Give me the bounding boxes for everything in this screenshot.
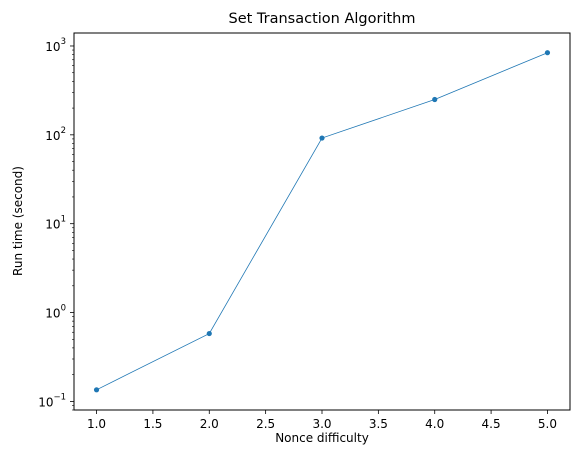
x-tick-label: 1.5 xyxy=(143,417,162,431)
y-tick-exponent: 0 xyxy=(61,304,66,314)
plot-area xyxy=(73,32,571,411)
y-minor-ticks xyxy=(72,49,74,411)
y-tick-label: 101 xyxy=(45,215,66,232)
x-tick-label: 5.0 xyxy=(538,417,557,431)
y-tick-label: 100 xyxy=(45,304,66,321)
x-tick-label: 2.0 xyxy=(200,417,219,431)
y-tick-label: 103 xyxy=(45,37,66,54)
y-tick-label: 10−1 xyxy=(38,392,66,409)
y-tick-exponent: 1 xyxy=(61,215,66,225)
chart-title: Set Transaction Algorithm xyxy=(229,11,416,27)
y-tick-exponent: −1 xyxy=(53,392,66,402)
data-point xyxy=(93,387,100,393)
data-point xyxy=(544,50,551,56)
data-point xyxy=(319,135,325,141)
x-axis-title: Nonce difficulty xyxy=(275,431,369,445)
x-tick-label: 2.5 xyxy=(256,417,275,431)
data-points xyxy=(93,50,551,393)
y-tick-base: 10 xyxy=(45,40,60,54)
series-line xyxy=(96,52,548,391)
x-axis: 1.0 1.5 2.0 2.5 3.0 3.5 4.0 4.5 5.0 xyxy=(87,410,557,431)
data-point xyxy=(432,96,438,103)
y-tick-base: 10 xyxy=(45,218,60,232)
data-point xyxy=(206,330,212,337)
x-tick-label: 3.0 xyxy=(312,417,331,431)
y-tick-base: 10 xyxy=(45,129,60,143)
y-axis-title: Run time (second) xyxy=(11,166,25,276)
x-tick-label: 4.5 xyxy=(482,417,501,431)
x-tick-label: 1.0 xyxy=(87,417,106,431)
y-tick-base: 10 xyxy=(45,307,60,321)
x-tick-label: 3.5 xyxy=(369,417,388,431)
y-tick-exponent: 2 xyxy=(61,126,66,136)
y-tick-label: 102 xyxy=(45,126,66,143)
x-tick-label: 4.0 xyxy=(425,417,444,431)
y-tick-base: 10 xyxy=(38,395,53,409)
y-tick-exponent: 3 xyxy=(61,37,66,47)
